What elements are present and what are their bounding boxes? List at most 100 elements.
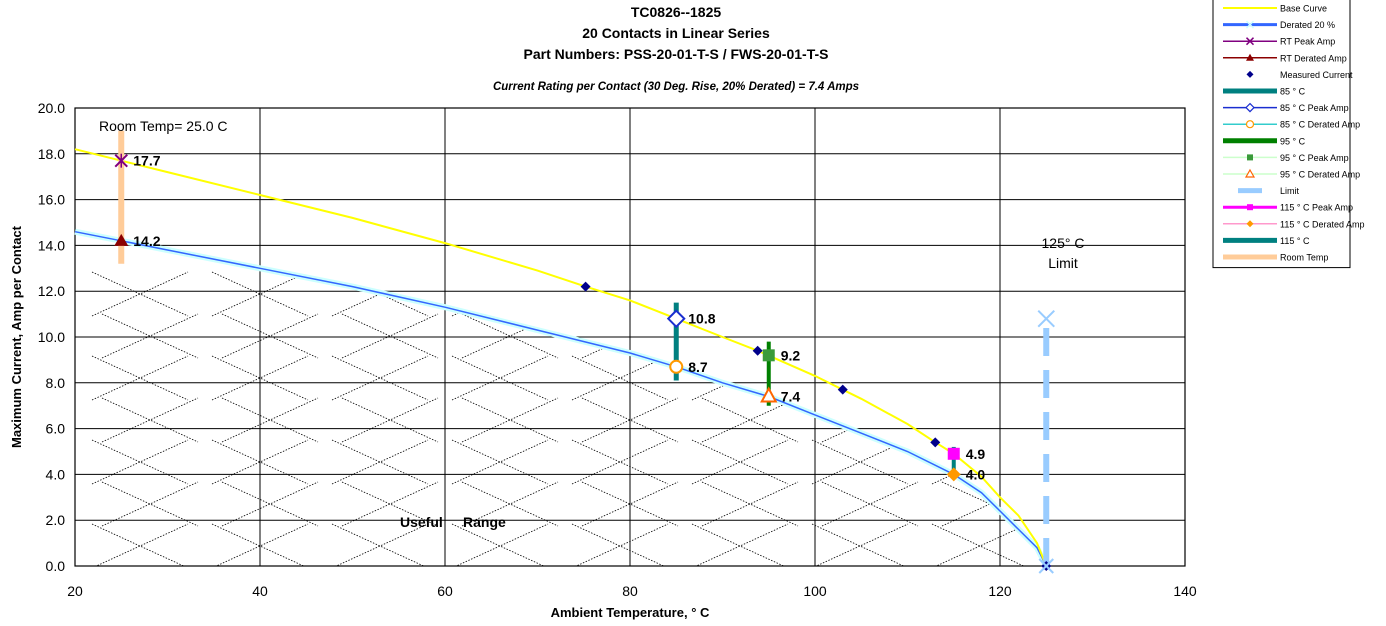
legend-entry-label: 95 ° C xyxy=(1280,136,1306,146)
hatch-stroke xyxy=(931,523,1029,566)
hatch-stroke xyxy=(211,271,309,317)
hatch-stroke xyxy=(91,355,189,401)
hatch-stroke xyxy=(821,481,919,527)
hatch-stroke xyxy=(691,271,789,317)
chart-subtitle-current-rating: Current Rating per Contact (30 Deg. Rise… xyxy=(493,81,859,93)
hatch-stroke xyxy=(221,397,319,443)
legend-entry-label: 85 ° C Derated Amp xyxy=(1280,120,1360,130)
hatch-stroke xyxy=(691,523,789,566)
chart-subtitle-part-numbers: Part Numbers: PSS-20-01-T-S / FWS-20-01-… xyxy=(524,46,829,62)
hatch-stroke xyxy=(341,397,439,443)
legend-swatch-marker xyxy=(1247,204,1253,211)
c85-derated-label: 8.7 xyxy=(688,359,708,375)
legend-swatch-marker xyxy=(1245,102,1255,113)
hatch-stroke xyxy=(931,355,1029,401)
legend-entry-label: Measured Current xyxy=(1280,70,1353,80)
hatch-stroke xyxy=(581,397,679,443)
legend-entry-label: 85 ° C xyxy=(1280,87,1306,97)
data-labels: 17.7 14.2 10.8 8.7 9.2 7.4 4.9 4.0 xyxy=(133,153,985,483)
hatch-stroke xyxy=(1052,440,1148,484)
legend: Base Curve Derated 20 % RT Peak Amp RT Dera… xyxy=(1212,0,1364,269)
hatch-stroke xyxy=(701,397,799,443)
hatch-stroke xyxy=(1062,398,1158,442)
x-tick-label: 100 xyxy=(803,583,827,599)
hatch-stroke xyxy=(821,313,919,359)
hatch-stroke xyxy=(341,481,439,527)
hatch-stroke xyxy=(581,481,679,527)
c85-peak-marker xyxy=(666,309,686,329)
hatch-stroke xyxy=(461,397,559,443)
hatch-stroke xyxy=(571,523,669,566)
hatch-stroke xyxy=(221,313,319,359)
c85-peak-label: 10.8 xyxy=(688,311,715,327)
rt-derated-marker xyxy=(114,233,129,246)
hatch-stroke xyxy=(211,355,309,401)
chart-title: TC0826--1825 xyxy=(631,4,721,20)
measured-current-point xyxy=(752,345,763,356)
hatch-stroke xyxy=(101,313,199,359)
hatch-stroke xyxy=(211,439,309,485)
hatch-stroke xyxy=(701,397,799,443)
y-tick-label: 18.0 xyxy=(38,146,65,162)
hatch-stroke xyxy=(211,355,309,401)
hatch-stroke xyxy=(91,271,189,317)
hatch-stroke xyxy=(1052,524,1148,568)
hatch-stroke xyxy=(691,439,789,485)
hatch-stroke xyxy=(941,397,1039,443)
axes xyxy=(74,107,1186,567)
limit-annotation-label: Limit xyxy=(1048,255,1078,271)
legend-swatch-marker xyxy=(1245,120,1255,129)
hatch-stroke xyxy=(941,313,1039,359)
hatch-stroke xyxy=(211,439,309,485)
hatch-stroke xyxy=(931,271,1029,317)
hatch-stroke xyxy=(821,313,919,359)
hatch-stroke xyxy=(461,481,559,527)
chart-subtitle-contacts: 20 Contacts in Linear Series xyxy=(582,25,770,41)
c115-derated-label: 4.0 xyxy=(966,466,986,482)
legend-entry-label: Base Curve xyxy=(1280,4,1327,14)
hatch-stroke xyxy=(581,397,679,443)
base-curve-line xyxy=(74,148,1048,567)
c95-derated-marker xyxy=(760,386,778,403)
legend-entry-label: 115 ° C xyxy=(1280,236,1310,246)
x-axis-title: Ambient Temperature, ° C xyxy=(551,605,710,620)
c95-peak-label: 9.2 xyxy=(781,347,801,363)
y-tick-label: 14.0 xyxy=(38,237,65,253)
legend-entry-label: 95 ° C Derated Amp xyxy=(1280,170,1360,180)
measured-current-point xyxy=(837,384,848,395)
hatch-stroke xyxy=(571,439,669,485)
hatch-stroke xyxy=(341,313,439,359)
hatch-stroke xyxy=(461,481,559,527)
hatch-stroke xyxy=(221,481,319,527)
y-tick-label: 4.0 xyxy=(46,466,66,482)
hatch-stroke xyxy=(571,355,669,401)
hatch-stroke xyxy=(331,355,429,401)
legend-swatch-marker xyxy=(1246,220,1254,228)
legend-entry-label: Limit xyxy=(1280,186,1300,196)
hatch-stroke xyxy=(101,481,199,527)
hatch-stroke xyxy=(331,523,429,566)
hatch-stroke xyxy=(101,397,199,443)
hatch-stroke xyxy=(91,523,189,566)
hatch-stroke xyxy=(451,271,549,317)
series xyxy=(74,130,1055,574)
limit-marker xyxy=(1037,309,1055,328)
hatch-stroke xyxy=(811,355,909,401)
hatch-stroke xyxy=(211,523,309,566)
y-tick-label: 12.0 xyxy=(38,283,65,299)
c115-derated-marker xyxy=(946,467,961,482)
hatch-stroke xyxy=(221,481,319,527)
hatch-stroke xyxy=(691,439,789,485)
y-axis-title: Maximum Current, Amp per Contact xyxy=(9,225,24,448)
hatch-stroke xyxy=(91,439,189,485)
hatch-lines xyxy=(91,271,1158,568)
hatch-stroke xyxy=(1062,482,1158,526)
x-tick-label: 80 xyxy=(622,583,638,599)
c95-peak-marker xyxy=(762,349,775,362)
legend-entry-label: RT Peak Amp xyxy=(1280,37,1335,47)
hatch-stroke xyxy=(101,397,199,443)
hatch-stroke xyxy=(331,523,429,566)
hatch-stroke xyxy=(1052,524,1148,568)
hatch-stroke xyxy=(1052,356,1148,400)
